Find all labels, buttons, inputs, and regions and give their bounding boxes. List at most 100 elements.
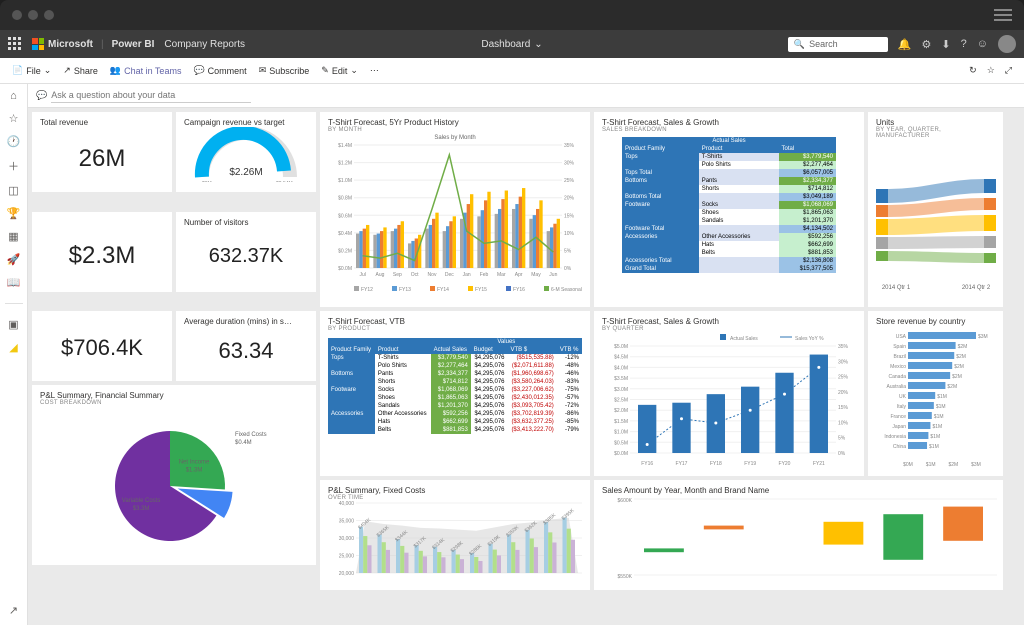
- svg-text:Italy: Italy: [897, 404, 907, 410]
- qna-input[interactable]: [51, 88, 251, 103]
- sidebar-my-workspace-icon[interactable]: ◢: [9, 341, 17, 354]
- file-menu[interactable]: 📄File⌄: [12, 65, 51, 76]
- sidebar-expand-icon[interactable]: ↗: [9, 604, 18, 617]
- sidebar-deployment-icon[interactable]: 🚀: [7, 253, 21, 266]
- svg-text:$2.0M: $2.0M: [614, 408, 628, 414]
- svg-text:6-M Seasonality: 6-M Seasonality: [551, 287, 582, 293]
- kpi-title: Total revenue: [40, 118, 164, 127]
- search-input[interactable]: 🔍Search: [788, 37, 888, 52]
- settings-icon[interactable]: ⚙: [922, 38, 932, 51]
- svg-text:FY16: FY16: [641, 461, 653, 467]
- svg-text:$1M: $1M: [932, 424, 942, 430]
- sidebar-recent-icon[interactable]: 🕐: [7, 135, 21, 148]
- feedback-icon[interactable]: ☺: [977, 38, 988, 50]
- svg-text:Brazil: Brazil: [893, 354, 906, 360]
- svg-text:$3M: $3M: [978, 334, 988, 340]
- svg-text:UK: UK: [899, 394, 907, 400]
- svg-text:Actual Sales: Actual Sales: [730, 336, 758, 342]
- sidebar-learn-icon[interactable]: 📖: [7, 276, 21, 289]
- sidebar-home-icon[interactable]: ⌂: [10, 90, 17, 102]
- sidebar-datasets-icon[interactable]: ◫: [8, 184, 18, 197]
- svg-text:Sales YoY %: Sales YoY %: [795, 336, 824, 342]
- svg-text:FY14: FY14: [437, 287, 449, 293]
- fullscreen-icon[interactable]: ⤢: [1005, 65, 1012, 76]
- download-icon[interactable]: ⬇: [941, 38, 950, 51]
- svg-text:$1.5M: $1.5M: [614, 419, 628, 425]
- svg-text:$4.0M: $4.0M: [614, 365, 628, 371]
- sidebar-goals-icon[interactable]: 🏆: [7, 207, 21, 220]
- svg-text:$2M: $2M: [954, 364, 964, 370]
- svg-text:Oct: Oct: [411, 272, 419, 278]
- kpi3: $706.4K: [40, 317, 164, 361]
- svg-text:$550K: $550K: [618, 574, 633, 580]
- more-button[interactable]: ⋯: [370, 65, 379, 76]
- svg-text:$2.5M: $2.5M: [614, 398, 628, 404]
- vtb-table: ValuesProduct FamilyProductActual SalesB…: [328, 338, 582, 434]
- sidebar-create-icon[interactable]: ＋: [8, 158, 19, 174]
- svg-text:Dec: Dec: [445, 272, 454, 278]
- kpi2: $2.3M: [40, 218, 164, 270]
- svg-text:$3.5M: $3.5M: [614, 376, 628, 382]
- svg-text:FY21: FY21: [813, 461, 825, 467]
- svg-text:$0.4M: $0.4M: [235, 440, 252, 446]
- brand-logo: Microsoft: [32, 38, 93, 50]
- svg-text:USA: USA: [896, 334, 907, 340]
- svg-text:20%: 20%: [838, 390, 849, 396]
- svg-text:Jul: Jul: [359, 272, 365, 278]
- favorite-icon[interactable]: ☆: [987, 65, 995, 76]
- svg-text:$2.54M: $2.54M: [276, 181, 293, 182]
- browser-menu-icon[interactable]: [994, 9, 1012, 21]
- brand-chart: $600K $550K: [602, 495, 997, 583]
- qna-icon: 💬: [36, 90, 47, 101]
- svg-text:FY13: FY13: [399, 287, 411, 293]
- svg-text:$0.8M: $0.8M: [338, 196, 352, 202]
- help-icon[interactable]: ?: [961, 38, 967, 50]
- svg-text:$2.26M: $2.26M: [229, 167, 262, 178]
- refresh-icon[interactable]: ↻: [969, 65, 977, 76]
- chat-button[interactable]: 👥Chat in Teams: [110, 65, 182, 76]
- svg-text:FY17: FY17: [676, 461, 688, 467]
- svg-text:Mar: Mar: [497, 272, 506, 278]
- sidebar-favorites-icon[interactable]: ☆: [9, 112, 19, 125]
- avatar[interactable]: [998, 35, 1016, 53]
- svg-text:$0.4M: $0.4M: [338, 231, 352, 237]
- svg-text:$1M: $1M: [929, 444, 939, 450]
- svg-text:$3M: $3M: [971, 462, 981, 468]
- svg-text:$0.6M: $0.6M: [338, 213, 352, 219]
- dashboard-dropdown[interactable]: Dashboard⌄: [481, 39, 542, 50]
- fixed-chart: 40,00035,00030,00025,00020,000$404K$365K…: [328, 501, 582, 583]
- svg-text:$1.0M: $1.0M: [338, 178, 352, 184]
- svg-text:5%: 5%: [564, 248, 572, 254]
- pie-title: P&L Summary, Financial Summary: [40, 391, 308, 400]
- svg-text:25%: 25%: [838, 375, 849, 381]
- edit-button[interactable]: ✎Edit⌄: [321, 65, 358, 76]
- svg-text:May: May: [531, 272, 541, 278]
- svg-text:$0.5M: $0.5M: [614, 440, 628, 446]
- notifications-icon[interactable]: 🔔: [898, 38, 912, 51]
- svg-text:Jun: Jun: [549, 272, 557, 278]
- subscribe-button[interactable]: ✉Subscribe: [259, 65, 310, 76]
- svg-text:$600K: $600K: [618, 498, 633, 504]
- svg-text:Japan: Japan: [892, 424, 906, 430]
- svg-text:35%: 35%: [564, 143, 575, 149]
- svg-text:$1.4M: $1.4M: [338, 143, 352, 149]
- comment-button[interactable]: 💬Comment: [193, 65, 246, 76]
- sidebar-apps-icon[interactable]: ▦: [8, 230, 18, 243]
- svg-text:Feb: Feb: [480, 272, 489, 278]
- brand-title: Sales Amount by Year, Month and Brand Na…: [602, 486, 995, 495]
- svg-text:$0.0M: $0.0M: [614, 451, 628, 457]
- svg-text:FY18: FY18: [710, 461, 722, 467]
- workspace-name[interactable]: Company Reports: [164, 39, 245, 50]
- app-launcher-icon[interactable]: [8, 37, 22, 51]
- qc-title: T-Shirt Forecast, Sales & Growth: [602, 317, 856, 326]
- sidebar-workspaces-icon[interactable]: ▣: [8, 318, 18, 331]
- svg-text:Canada: Canada: [888, 374, 906, 380]
- line-chart: $1.4M35%$1.2M30%$1.0M25%$0.8M20%$0.6M15%…: [328, 141, 582, 296]
- svg-text:FY12: FY12: [361, 287, 373, 293]
- svg-text:$2M: $2M: [947, 384, 957, 390]
- breakdown-table: Actual SalesProduct FamilyProductTotalTo…: [622, 137, 836, 273]
- svg-text:2014 Qtr 2: 2014 Qtr 2: [962, 285, 991, 291]
- svg-text:$3.3M: $3.3M: [133, 506, 150, 512]
- svg-text:Mexico: Mexico: [890, 364, 906, 370]
- share-button[interactable]: ↗Share: [63, 65, 98, 76]
